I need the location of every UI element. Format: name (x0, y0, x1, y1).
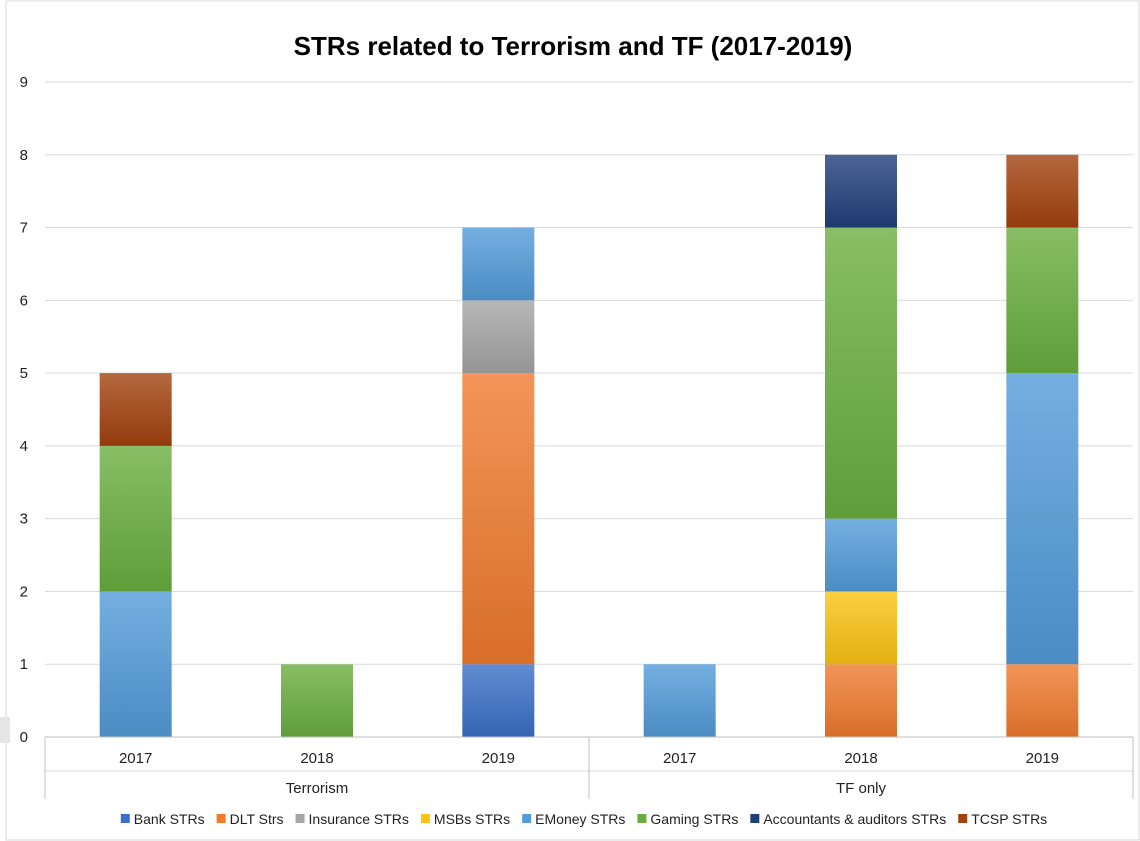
x-tick-label: 2019 (482, 750, 515, 767)
legend-swatch (750, 814, 760, 823)
y-tick-label: 7 (20, 220, 28, 237)
bar-segment (462, 227, 535, 301)
bar-segment (1006, 664, 1079, 737)
y-tick-label: 3 (20, 511, 28, 528)
group-label: Terrorism (286, 780, 349, 797)
bar-segment (281, 664, 353, 737)
gridlines (45, 81, 1133, 665)
bar-segment (1006, 154, 1079, 228)
legend: Bank STRs DLT Strs Insurance STRs MSBs STRs… (120, 811, 1047, 827)
side-tab (0, 717, 10, 743)
group-label: TF only (836, 780, 887, 797)
legend-swatch (120, 814, 130, 823)
legend-swatch (216, 814, 226, 823)
legend-label: MSBs STRs (434, 811, 510, 827)
bar-segment (825, 154, 897, 228)
bar-segment (99, 445, 172, 592)
x-tick-label: 2018 (844, 750, 877, 767)
legend-swatch (637, 814, 647, 823)
y-tick-label: 9 (20, 74, 28, 91)
y-axis-ticks: 0 1 2 3 4 5 6 7 8 9 (20, 74, 28, 746)
bar-segment (99, 373, 172, 446)
legend-label: Accountants & auditors STRs (763, 811, 946, 827)
x-tick-label: 2019 (1026, 750, 1059, 767)
bar-segment (462, 300, 535, 374)
legend-label: Insurance STRs (309, 811, 409, 827)
legend-swatch (958, 814, 968, 823)
y-tick-label: 0 (20, 729, 28, 746)
bar-segment (825, 227, 897, 519)
y-tick-label: 6 (20, 292, 28, 309)
x-tick-label: 2017 (119, 750, 152, 767)
bar-segment (825, 664, 897, 737)
bar-segment (99, 591, 172, 737)
legend-swatch (295, 814, 305, 823)
bar-segment (462, 664, 535, 737)
bar-segment (1006, 373, 1079, 665)
legend-label: Gaming STRs (650, 811, 738, 827)
legend-swatch (420, 814, 430, 823)
legend-label: DLT Strs (230, 811, 284, 827)
bar-segment (1006, 227, 1079, 374)
y-tick-label: 2 (20, 583, 28, 600)
x-tick-label: 2017 (663, 750, 696, 767)
bar-segment (643, 664, 716, 737)
x-tick-label: 2018 (300, 750, 333, 767)
y-tick-label: 8 (20, 147, 28, 164)
legend-label: TCSP STRs (971, 811, 1047, 827)
y-tick-label: 5 (20, 365, 28, 382)
y-tick-label: 1 (20, 656, 28, 673)
legend-label: Bank STRs (134, 811, 205, 827)
legend-label: EMoney STRs (535, 811, 625, 827)
x-axis: 2017 2018 2019 2017 2018 2019 Terrorism TF only (44, 736, 1134, 799)
chart-title: STRs related to Terrorism and TF (2017-2… (294, 31, 853, 61)
bar-segment (825, 518, 897, 592)
bars (99, 154, 1079, 737)
legend-swatch (522, 814, 532, 823)
bar-segment (825, 591, 897, 665)
bar-segment (462, 373, 535, 665)
y-tick-label: 4 (20, 438, 28, 455)
chart-border (5, 0, 1140, 841)
